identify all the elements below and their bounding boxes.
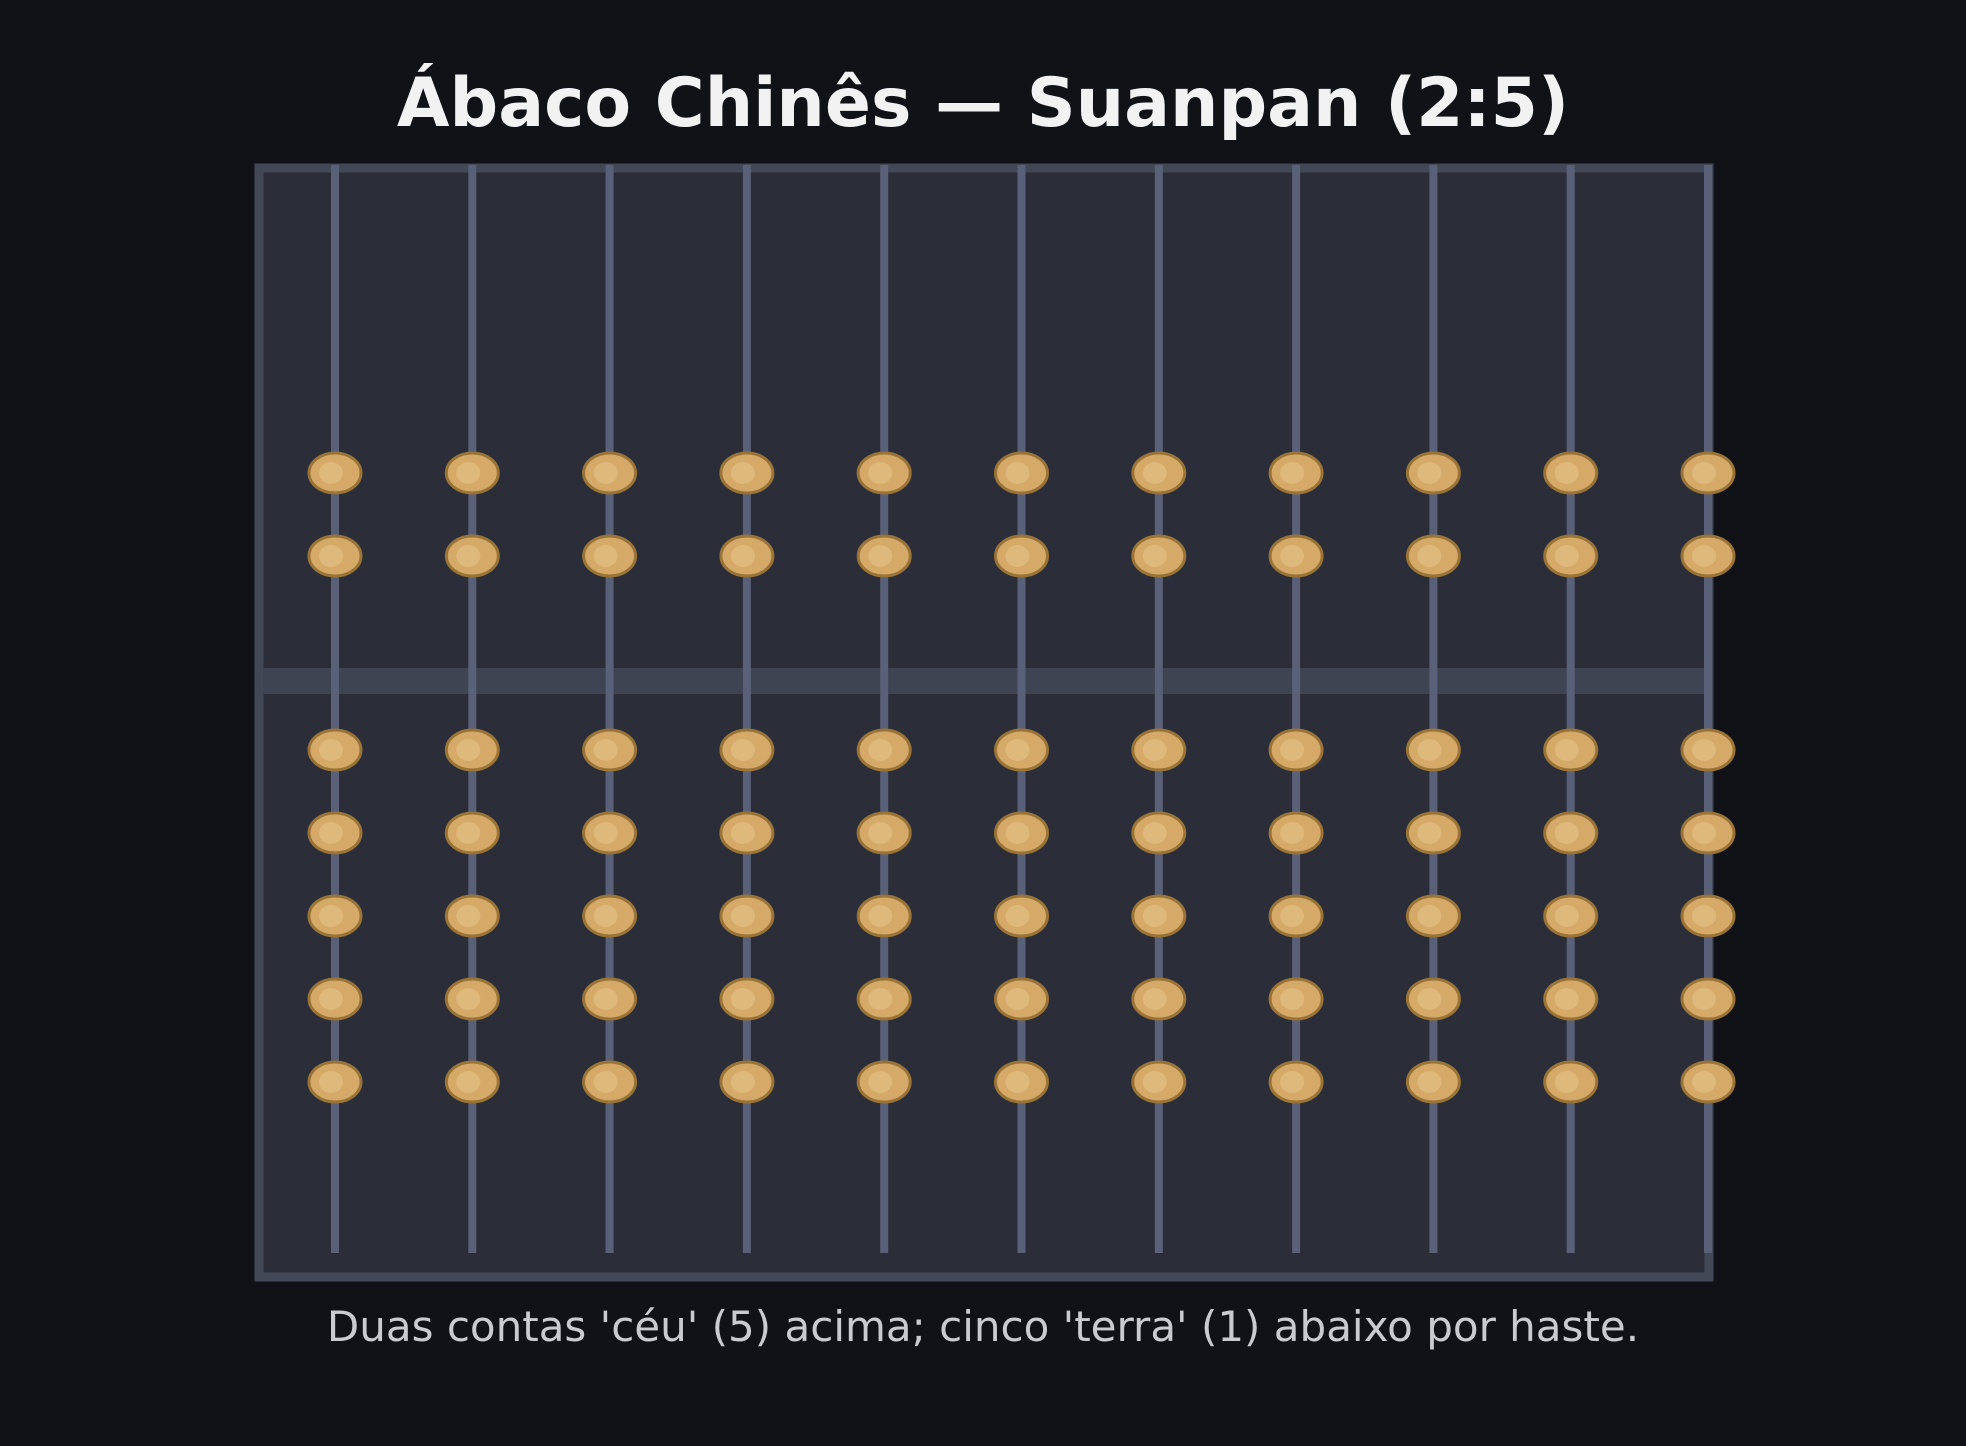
earth-bead-rod-5-2[interactable] [856, 811, 912, 855]
reckoning-beam [263, 668, 1705, 694]
earth-bead-rod-4-4[interactable] [719, 977, 775, 1021]
earth-bead-rod-3-2[interactable] [582, 811, 638, 855]
earth-bead-rod-11-3[interactable] [1680, 894, 1736, 938]
earth-bead-rod-3-1[interactable] [582, 728, 638, 772]
heaven-bead-rod-4-2[interactable] [719, 534, 775, 578]
earth-bead-rod-9-1[interactable] [1405, 728, 1461, 772]
heaven-bead-rod-10-1[interactable] [1543, 451, 1599, 495]
earth-bead-rod-10-1[interactable] [1543, 728, 1599, 772]
earth-bead-rod-7-4[interactable] [1131, 977, 1187, 1021]
heaven-bead-rod-1-2[interactable] [307, 534, 363, 578]
earth-bead-rod-2-3[interactable] [444, 894, 500, 938]
earth-bead-rod-5-5[interactable] [856, 1060, 912, 1104]
earth-bead-rod-8-2[interactable] [1268, 811, 1324, 855]
earth-bead-rod-8-1[interactable] [1268, 728, 1324, 772]
beads-group [307, 451, 1736, 1104]
earth-bead-rod-6-5[interactable] [994, 1060, 1049, 1104]
earth-bead-rod-10-2[interactable] [1543, 811, 1599, 855]
heaven-bead-rod-1-1[interactable] [307, 451, 363, 495]
earth-bead-rod-10-5[interactable] [1543, 1060, 1599, 1104]
heaven-bead-rod-11-2[interactable] [1680, 534, 1736, 578]
heaven-bead-rod-2-2[interactable] [444, 534, 500, 578]
earth-bead-rod-5-3[interactable] [856, 894, 912, 938]
earth-bead-rod-1-2[interactable] [307, 811, 363, 855]
earth-bead-rod-4-3[interactable] [719, 894, 775, 938]
heaven-bead-rod-6-1[interactable] [994, 451, 1049, 495]
earth-bead-rod-1-5[interactable] [307, 1060, 363, 1104]
earth-bead-rod-4-2[interactable] [719, 811, 775, 855]
earth-bead-rod-5-4[interactable] [856, 977, 912, 1021]
earth-bead-rod-2-4[interactable] [444, 977, 500, 1021]
earth-bead-rod-7-3[interactable] [1131, 894, 1187, 938]
heaven-bead-rod-8-2[interactable] [1268, 534, 1324, 578]
heaven-bead-rod-5-1[interactable] [856, 451, 912, 495]
earth-bead-rod-1-1[interactable] [307, 728, 363, 772]
heaven-bead-rod-3-1[interactable] [582, 451, 638, 495]
earth-bead-rod-9-2[interactable] [1405, 811, 1461, 855]
heaven-bead-rod-7-2[interactable] [1131, 534, 1187, 578]
earth-bead-rod-1-3[interactable] [307, 894, 363, 938]
earth-bead-rod-3-4[interactable] [582, 977, 638, 1021]
heaven-bead-rod-8-1[interactable] [1268, 451, 1324, 495]
earth-bead-rod-2-2[interactable] [444, 811, 500, 855]
earth-bead-rod-10-4[interactable] [1543, 977, 1599, 1021]
earth-bead-rod-2-1[interactable] [444, 728, 500, 772]
earth-bead-rod-11-1[interactable] [1680, 728, 1736, 772]
earth-bead-rod-11-4[interactable] [1680, 977, 1736, 1021]
diagram-caption: Duas contas 'céu' (5) acima; cinco 'terr… [326, 1302, 1640, 1351]
heaven-bead-rod-5-2[interactable] [856, 534, 912, 578]
earth-bead-rod-5-1[interactable] [856, 728, 912, 772]
heaven-bead-rod-3-2[interactable] [582, 534, 638, 578]
earth-bead-rod-2-5[interactable] [444, 1060, 500, 1104]
heaven-bead-rod-9-1[interactable] [1405, 451, 1461, 495]
earth-bead-rod-6-3[interactable] [994, 894, 1049, 938]
earth-bead-rod-7-5[interactable] [1131, 1060, 1187, 1104]
heaven-bead-rod-9-2[interactable] [1405, 534, 1461, 578]
earth-bead-rod-8-3[interactable] [1268, 894, 1324, 938]
earth-bead-rod-10-3[interactable] [1543, 894, 1599, 938]
earth-bead-rod-4-5[interactable] [719, 1060, 775, 1104]
heaven-bead-rod-2-1[interactable] [444, 451, 500, 495]
earth-bead-rod-4-1[interactable] [719, 728, 775, 772]
earth-bead-rod-7-1[interactable] [1131, 728, 1187, 772]
heaven-bead-rod-4-1[interactable] [719, 451, 775, 495]
earth-bead-rod-1-4[interactable] [307, 977, 363, 1021]
heaven-bead-rod-7-1[interactable] [1131, 451, 1187, 495]
earth-bead-rod-7-2[interactable] [1131, 811, 1187, 855]
earth-bead-rod-8-5[interactable] [1268, 1060, 1324, 1104]
earth-bead-rod-3-5[interactable] [582, 1060, 638, 1104]
earth-bead-rod-9-5[interactable] [1405, 1060, 1461, 1104]
diagram-title: Ábaco Chinês — Suanpan (2:5) [396, 64, 1570, 143]
earth-bead-rod-6-4[interactable] [994, 977, 1049, 1021]
earth-bead-rod-9-3[interactable] [1405, 894, 1461, 938]
earth-bead-rod-3-3[interactable] [582, 894, 638, 938]
earth-bead-rod-9-4[interactable] [1405, 977, 1461, 1021]
earth-bead-rod-6-2[interactable] [994, 811, 1049, 855]
abacus-frame [254, 163, 1714, 1282]
heaven-bead-rod-10-2[interactable] [1543, 534, 1599, 578]
earth-bead-rod-11-2[interactable] [1680, 811, 1736, 855]
earth-bead-rod-11-5[interactable] [1680, 1060, 1736, 1104]
heaven-bead-rod-11-1[interactable] [1680, 451, 1736, 495]
heaven-bead-rod-6-2[interactable] [994, 534, 1049, 578]
earth-bead-rod-8-4[interactable] [1268, 977, 1324, 1021]
earth-bead-rod-6-1[interactable] [994, 728, 1049, 772]
